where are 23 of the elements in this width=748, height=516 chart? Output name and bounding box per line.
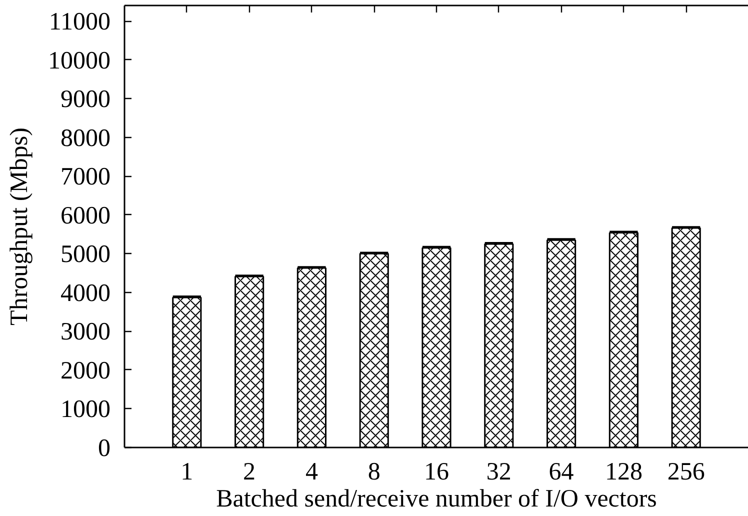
- x-tick-label: 8: [368, 458, 380, 486]
- x-tick-label: 32: [486, 458, 512, 486]
- y-tick-label: 10000: [48, 47, 110, 74]
- y-tick-label: 9000: [60, 86, 110, 114]
- y-tick-label: 6000: [60, 202, 110, 230]
- y-axis-title: Throughput (Mbps): [6, 128, 33, 326]
- y-tick-label: 1000: [60, 396, 110, 424]
- y-tick-label: 4000: [60, 280, 110, 307]
- y-tick-label: 8000: [60, 124, 110, 152]
- y-tick-label: 3000: [60, 318, 110, 346]
- x-tick-label: 128: [604, 458, 642, 486]
- x-tick-label: 64: [548, 458, 574, 486]
- y-tick-label: 11000: [48, 8, 111, 36]
- x-tick-label: 4: [305, 458, 318, 486]
- y-tick-label: 2000: [60, 357, 110, 384]
- x-tick-label: 1: [180, 458, 194, 486]
- y-tick-label: 5000: [60, 241, 110, 268]
- x-tick-label: 16: [424, 458, 449, 486]
- x-axis-title: Batched send/receive number of I/O vectors: [216, 486, 657, 512]
- y-tick-label: 0: [98, 435, 110, 462]
- x-tick-label: 2: [243, 458, 256, 486]
- y-tick-label: 7000: [60, 164, 110, 191]
- x-tick-label: 256: [667, 458, 705, 486]
